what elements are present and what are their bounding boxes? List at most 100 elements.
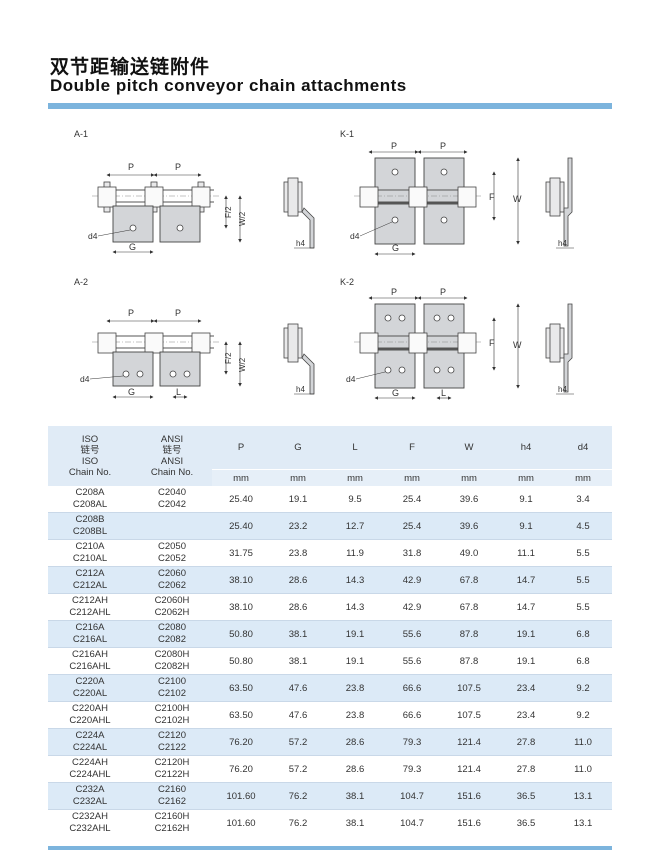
header-ansi: ANSI 链号 ANSI Chain No.: [132, 426, 212, 486]
page-title-en: Double pitch conveyor chain attachments: [50, 76, 407, 95]
table-row-group: C208B 25.40 23.2 12.7 25.4 39.6 9.1 4.5 C208BL: [48, 512, 612, 540]
table-header-row: ISO 链号 ISO Chain No. ANSI 链号 ANSI Chain …: [48, 426, 612, 486]
ansi-chain-no: C2100H: [132, 701, 212, 715]
attachment-diagrams: A-1 P P G d4: [48, 120, 612, 420]
value-g: 28.6: [270, 566, 326, 594]
value-w: 49.0: [440, 539, 498, 567]
iso-chain-no: C224AH: [48, 755, 132, 769]
unit-cell: mm: [212, 469, 270, 486]
header-g: G: [270, 426, 326, 470]
ansi-chain-no: C2100: [132, 674, 212, 688]
ansi-chain-no: C2050: [132, 539, 212, 553]
table-row: C232AHL C2162H: [48, 823, 612, 836]
dim-d4: d4: [88, 231, 98, 241]
value-f: 66.6: [384, 701, 440, 729]
value-f: 25.4: [384, 486, 440, 513]
ansi-chain-no: C2102: [132, 688, 212, 702]
dim-f2: F/2: [224, 352, 233, 364]
value-w: 121.4: [440, 728, 498, 756]
diagram-k2: K-2 P P G L: [340, 277, 574, 400]
ansi-chain-no: C2082H: [132, 661, 212, 675]
iso-chain-no: C208B: [48, 512, 132, 526]
diagram-a1-label: A-1: [74, 129, 88, 139]
value-f: 42.9: [384, 593, 440, 621]
value-l: 14.3: [326, 566, 384, 594]
table-row: C210AL C2052: [48, 553, 612, 567]
iso-chain-no: C212AL: [48, 580, 132, 594]
iso-chain-no: C224AL: [48, 742, 132, 756]
value-w: 67.8: [440, 593, 498, 621]
diagram-k2-label: K-2: [340, 277, 354, 287]
value-h4: 9.1: [498, 512, 554, 540]
ansi-chain-no: C2062: [132, 580, 212, 594]
value-w: 151.6: [440, 782, 498, 810]
diagram-a2: A-2 P P G L d4 F/2 W/2: [74, 277, 315, 399]
dim-p: P: [391, 141, 397, 151]
table-row: C216A C2080 50.80 38.1 19.1 55.6 87.8 19.1 6.8: [48, 620, 612, 648]
diagram-k1: K-1 P P G d4 F W: [340, 129, 574, 256]
header-w: W: [440, 426, 498, 470]
spec-table: ISO 链号 ISO Chain No. ANSI 链号 ANSI Chain …: [48, 426, 612, 836]
value-g: 23.2: [270, 512, 326, 540]
table-row: C212AH C2060H 38.10 28.6 14.3 42.9 67.8 14.7 5.5: [48, 593, 612, 621]
table-row: C212AHL C2062H: [48, 607, 612, 621]
iso-chain-no: C216AHL: [48, 661, 132, 675]
ansi-chain-no: C2102H: [132, 715, 212, 729]
table-row: C224AH C2120H 76.20 57.2 28.6 79.3 121.4 27.8 11…: [48, 755, 612, 783]
value-f: 66.6: [384, 674, 440, 702]
value-d4: 5.5: [554, 593, 612, 621]
dim-h4: h4: [558, 385, 567, 394]
value-d4: 13.1: [554, 782, 612, 810]
value-g: 47.6: [270, 701, 326, 729]
ansi-chain-no: C2060: [132, 566, 212, 580]
diagram-a1: A-1 P P G d4: [74, 129, 315, 254]
dim-d4: d4: [80, 374, 90, 384]
iso-chain-no: C232AHL: [48, 823, 132, 836]
table-row: C208B 25.40 23.2 12.7 25.4 39.6 9.1 4.5: [48, 512, 612, 540]
header-h4: h4: [498, 426, 554, 470]
value-w: 39.6: [440, 486, 498, 513]
table-row-group: C224A C2120 76.20 57.2 28.6 79.3 121.4 27.8 11.0…: [48, 728, 612, 756]
dim-p: P: [128, 162, 134, 172]
ansi-chain-no: C2162H: [132, 823, 212, 836]
dim-g: G: [129, 242, 136, 252]
value-d4: 3.4: [554, 486, 612, 513]
dim-w2: W/2: [238, 357, 247, 372]
value-p: 38.10: [212, 566, 270, 594]
iso-chain-no: C232A: [48, 782, 132, 796]
ansi-chain-no: C2062H: [132, 607, 212, 621]
value-l: 19.1: [326, 647, 384, 675]
ansi-chain-no: C2082: [132, 634, 212, 648]
table-row: C212A C2060 38.10 28.6 14.3 42.9 67.8 14.7 5.5: [48, 566, 612, 594]
value-l: 28.6: [326, 728, 384, 756]
value-f: 79.3: [384, 728, 440, 756]
value-f: 104.7: [384, 782, 440, 810]
value-d4: 5.5: [554, 539, 612, 567]
value-g: 57.2: [270, 755, 326, 783]
dim-h4: h4: [296, 239, 305, 248]
value-p: 25.40: [212, 486, 270, 513]
value-l: 23.8: [326, 701, 384, 729]
value-f: 55.6: [384, 620, 440, 648]
dim-p: P: [391, 287, 397, 297]
value-w: 87.8: [440, 647, 498, 675]
ansi-chain-no: C2120H: [132, 755, 212, 769]
dim-p: P: [440, 141, 446, 151]
dim-p: P: [128, 308, 134, 318]
value-h4: 19.1: [498, 620, 554, 648]
unit-cell: mm: [498, 469, 554, 486]
value-l: 23.8: [326, 674, 384, 702]
iso-chain-no: C208A: [48, 486, 132, 499]
table-row-group: C210A C2050 31.75 23.8 11.9 31.8 49.0 11.1 5.5 C2…: [48, 539, 612, 567]
value-d4: 11.0: [554, 728, 612, 756]
header-iso: ISO 链号 ISO Chain No.: [48, 426, 132, 486]
table-row: C224AHL C2122H: [48, 769, 612, 783]
value-w: 67.8: [440, 566, 498, 594]
table-row-group: C216AH C2080H 50.80 38.1 19.1 55.6 87.8 19.1 6.8…: [48, 647, 612, 675]
value-g: 38.1: [270, 620, 326, 648]
header-rule: [48, 103, 612, 109]
unit-cell: mm: [384, 469, 440, 486]
value-d4: 13.1: [554, 809, 612, 836]
value-w: 121.4: [440, 755, 498, 783]
iso-chain-no: C216AL: [48, 634, 132, 648]
